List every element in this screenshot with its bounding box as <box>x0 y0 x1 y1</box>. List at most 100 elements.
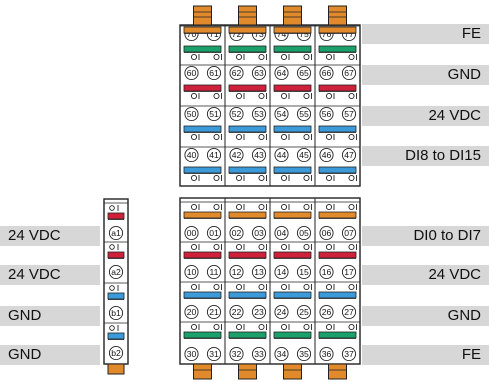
label-fe-top: FE <box>461 25 481 42</box>
bottom-screws-r3-hole-7 <box>348 323 355 331</box>
top-terminal-61-ring <box>206 65 222 81</box>
label-left-gnd-2: GND <box>8 346 42 363</box>
bottom-connector-r0-m1 <box>228 211 267 219</box>
bottom-terminal-21-ring <box>206 304 222 320</box>
top-terminal-63: 63 <box>254 68 264 78</box>
label-bar-left-gnd-2 <box>0 345 100 365</box>
bottom-terminal-07: 07 <box>344 228 354 238</box>
bottom-screws-r2-hole-6 <box>325 283 333 291</box>
label-fe-bottom: FE <box>461 346 481 363</box>
bottom-screws-r3-hole-1 <box>213 323 220 331</box>
small-terminal-a1: a1 <box>111 228 121 238</box>
top-terminal-76: 76 <box>322 29 332 39</box>
top-screws-r2-hole-3 <box>258 133 265 141</box>
bottom-terminal-13-ring <box>251 264 267 280</box>
bottom-screws-r3-hole-3 <box>258 323 265 331</box>
top-terminal-72: 72 <box>232 29 242 39</box>
bottom-terminal-13: 13 <box>254 267 264 277</box>
top-screws-r0-hole-6 <box>325 53 333 61</box>
bottom-terminal-24: 24 <box>277 307 287 317</box>
top-screws-r2-hole-7 <box>348 133 355 141</box>
bottom-terminal-27: 27 <box>344 307 354 317</box>
top-terminal-45: 45 <box>299 150 309 160</box>
bottom-terminal-10: 10 <box>187 267 197 277</box>
top-terminal-74: 74 <box>277 29 287 39</box>
bottom-terminal-31-ring <box>206 346 222 362</box>
label-bar-24vdc-top <box>362 106 489 126</box>
bottom-terminal-01-ring <box>206 225 222 241</box>
top-fe-tab-0 <box>193 5 212 26</box>
bottom-terminal-23: 23 <box>254 307 264 317</box>
label-left-gnd-1: GND <box>8 307 42 324</box>
bottom-terminal-26: 26 <box>322 307 332 317</box>
top-terminal-44: 44 <box>277 150 287 160</box>
bottom-terminal-01: 01 <box>209 228 219 238</box>
bottom-terminal-30: 30 <box>187 349 197 359</box>
top-screws-r1-hole-7 <box>348 92 355 100</box>
bottom-terminal-00-ring <box>184 225 199 241</box>
bottom-screws-r0-hole-5 <box>303 203 310 211</box>
bottom-terminal-30-ring <box>184 346 199 362</box>
small-fe-tab <box>107 363 125 375</box>
bottom-terminal-22-ring <box>229 304 244 320</box>
top-terminal-65: 65 <box>299 68 309 78</box>
bottom-fe-tab-2 <box>283 363 302 380</box>
bottom-terminal-36: 36 <box>322 349 332 359</box>
top-terminal-61: 61 <box>209 68 219 78</box>
top-screws-r1-hole-3 <box>258 92 265 100</box>
top-screws-r3-hole-2 <box>235 174 243 182</box>
bottom-terminal-17-ring <box>341 264 357 280</box>
top-terminal-45-ring <box>296 147 312 163</box>
bottom-terminal-26-ring <box>319 304 334 320</box>
top-terminal-56-ring <box>319 106 334 122</box>
top-connector-r0-m2 <box>273 45 312 53</box>
top-connector-r2-m2 <box>273 125 312 133</box>
bottom-terminal-12: 12 <box>232 267 242 277</box>
top-terminal-55-ring <box>296 106 312 122</box>
bottom-screws-r3-hole-5 <box>303 323 310 331</box>
top-screws-r3-hole-0 <box>190 174 198 182</box>
bottom-terminal-17: 17 <box>344 267 354 277</box>
bottom-screws-r2-hole-5 <box>303 283 310 291</box>
top-terminal-67: 67 <box>344 68 354 78</box>
bottom-screws-r2-hole-2 <box>235 283 243 291</box>
bottom-connector-r2-m2 <box>273 291 312 299</box>
top-fe-tab-2 <box>283 5 302 26</box>
bottom-terminal-16: 16 <box>322 267 332 277</box>
bottom-screws-r3-hole-0 <box>190 323 198 331</box>
bottom-terminal-35-ring <box>296 346 312 362</box>
top-screws-r0-hole-4 <box>280 53 288 61</box>
bottom-terminal-37: 37 <box>344 349 354 359</box>
top-screws-r1-hole-1 <box>213 92 220 100</box>
label-di0-di7: DI0 to DI7 <box>413 227 481 244</box>
small-connector-3 <box>107 332 125 340</box>
top-terminal-64-ring <box>274 65 289 81</box>
bottom-screws-r0-hole-6 <box>325 203 333 211</box>
bottom-connector-r0-m2 <box>273 211 312 219</box>
bottom-screws-r2-hole-1 <box>213 283 220 291</box>
top-screws-r3-hole-6 <box>325 174 333 182</box>
top-fe-connector-1 <box>228 26 267 34</box>
bottom-terminal-06-ring <box>319 225 334 241</box>
bottom-screws-r1-hole-5 <box>303 243 310 251</box>
top-screws-r3-hole-3 <box>258 174 265 182</box>
top-terminal-46: 46 <box>322 150 332 160</box>
top-terminal-52: 52 <box>232 109 242 119</box>
bottom-terminal-06: 06 <box>322 228 332 238</box>
top-terminal-40: 40 <box>187 150 197 160</box>
small-terminal-a2: a2 <box>111 267 121 277</box>
bottom-terminal-04-ring <box>274 225 289 241</box>
bottom-screws-r1-hole-0 <box>190 243 198 251</box>
bottom-terminal-02-ring <box>229 225 244 241</box>
top-fe-connector-2 <box>273 26 312 34</box>
top-terminal-62: 62 <box>232 68 242 78</box>
small-connector-1 <box>107 251 125 259</box>
bottom-screws-r0-hole-3 <box>258 203 265 211</box>
bottom-terminal-10-ring <box>184 264 199 280</box>
top-connector-r3-m1 <box>228 166 267 174</box>
top-terminal-54-ring <box>274 106 289 122</box>
bottom-connector-r2-m1 <box>228 291 267 299</box>
bottom-screws-r1-hole-3 <box>258 243 265 251</box>
label-bar-left-24vdc-1 <box>0 226 100 246</box>
small-terminal-a1-ring <box>108 225 124 241</box>
